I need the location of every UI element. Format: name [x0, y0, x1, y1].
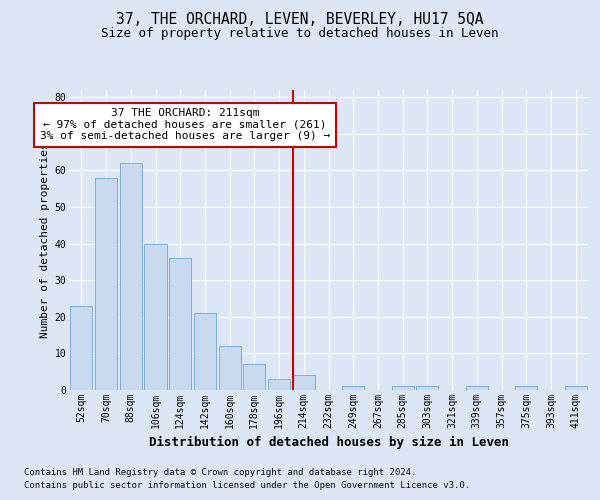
Bar	[95, 178, 117, 390]
Bar	[218, 346, 241, 390]
Text: Size of property relative to detached houses in Leven: Size of property relative to detached ho…	[101, 28, 499, 40]
Text: Contains HM Land Registry data © Crown copyright and database right 2024.: Contains HM Land Registry data © Crown c…	[24, 468, 416, 477]
Bar	[169, 258, 191, 390]
Text: Distribution of detached houses by size in Leven: Distribution of detached houses by size …	[149, 436, 509, 449]
Bar	[268, 379, 290, 390]
Text: 37 THE ORCHARD: 211sqm
← 97% of detached houses are smaller (261)
3% of semi-det: 37 THE ORCHARD: 211sqm ← 97% of detached…	[40, 108, 330, 142]
Bar	[194, 313, 216, 390]
Bar	[466, 386, 488, 390]
Bar	[515, 386, 538, 390]
Bar	[119, 163, 142, 390]
Bar	[342, 386, 364, 390]
Text: Contains public sector information licensed under the Open Government Licence v3: Contains public sector information licen…	[24, 480, 470, 490]
Bar	[243, 364, 265, 390]
Bar	[416, 386, 439, 390]
Bar	[392, 386, 414, 390]
Bar	[293, 376, 315, 390]
Bar	[145, 244, 167, 390]
Text: 37, THE ORCHARD, LEVEN, BEVERLEY, HU17 5QA: 37, THE ORCHARD, LEVEN, BEVERLEY, HU17 5…	[116, 12, 484, 28]
Bar	[565, 386, 587, 390]
Y-axis label: Number of detached properties: Number of detached properties	[40, 142, 50, 338]
Bar	[70, 306, 92, 390]
